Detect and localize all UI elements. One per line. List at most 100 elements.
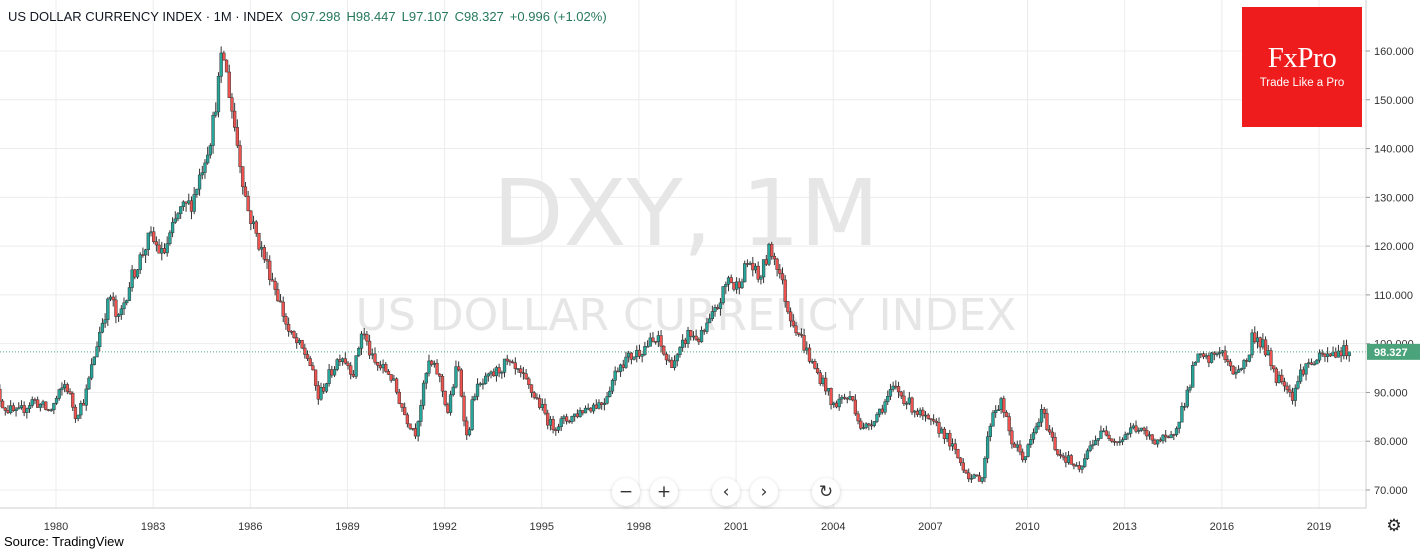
- candle: [152, 226, 156, 244]
- candle: [1309, 358, 1314, 366]
- candle-body: [1172, 434, 1176, 436]
- candle: [49, 408, 53, 412]
- candle: [481, 378, 485, 390]
- candle-body: [1142, 427, 1146, 431]
- candle-body: [405, 414, 410, 425]
- candle-body: [1226, 359, 1230, 362]
- gear-icon[interactable]: ⚙: [1386, 516, 1402, 536]
- zoom-in-button[interactable]: +: [650, 478, 678, 506]
- candle-body: [861, 427, 866, 429]
- candle: [743, 260, 747, 283]
- candle-body: [842, 396, 847, 399]
- candle-body: [116, 314, 121, 317]
- candle-body: [851, 396, 855, 401]
- candle-body: [618, 364, 623, 372]
- candle-body: [869, 424, 874, 427]
- candle: [9, 400, 13, 415]
- candle: [1123, 431, 1127, 441]
- candle: [497, 363, 501, 378]
- candle-body: [446, 404, 450, 413]
- candle-body: [686, 330, 690, 344]
- candle-body: [246, 195, 250, 212]
- candle-body: [1150, 434, 1154, 441]
- candle-body: [527, 378, 531, 385]
- candle-body: [1309, 362, 1314, 365]
- candle-body: [1034, 426, 1038, 433]
- candle: [1155, 439, 1160, 448]
- candle: [880, 404, 884, 415]
- candle-body: [173, 218, 177, 223]
- candle-body: [815, 368, 820, 374]
- candle-body: [143, 249, 148, 256]
- candle: [141, 247, 145, 258]
- candle-body: [92, 356, 96, 365]
- candle: [537, 394, 542, 410]
- candle-body: [1296, 381, 1300, 389]
- candle-body: [257, 233, 261, 250]
- candle-body: [1280, 374, 1284, 382]
- candle-body: [1334, 351, 1338, 358]
- candle-body: [942, 428, 947, 440]
- candle: [1344, 339, 1349, 360]
- candle-body: [100, 322, 105, 333]
- candle-body: [316, 385, 320, 400]
- candle: [475, 378, 480, 401]
- last-price-label: 98.327: [1374, 347, 1408, 359]
- candle: [610, 378, 615, 395]
- candle-body: [1201, 353, 1206, 358]
- candle-body: [1088, 445, 1092, 451]
- candle: [894, 380, 898, 390]
- candle-body: [152, 231, 156, 242]
- candle-body: [1266, 350, 1270, 356]
- candle-body: [675, 354, 679, 362]
- scroll-left-button[interactable]: ‹: [712, 478, 740, 506]
- candle-body: [168, 232, 172, 244]
- ohlc-values: O97.298 H98.447 L97.107 C98.327 +0.996 (+1.0…: [291, 9, 613, 24]
- candle: [845, 397, 849, 404]
- candle-body: [902, 395, 906, 404]
- candle-body: [6, 410, 10, 413]
- candle: [403, 402, 407, 416]
- candle-body: [60, 387, 64, 390]
- candle-body: [268, 260, 272, 280]
- candle: [273, 277, 277, 296]
- candle: [591, 402, 596, 414]
- candle: [896, 381, 901, 399]
- candle: [1045, 408, 1049, 432]
- candle-body: [181, 201, 186, 207]
- zoom-out-button[interactable]: −: [612, 478, 640, 506]
- candle-body: [635, 349, 639, 358]
- candle: [470, 395, 474, 431]
- candle-body: [384, 364, 388, 372]
- candle-body: [1147, 434, 1152, 437]
- candle-body: [597, 402, 601, 409]
- candle: [869, 419, 874, 430]
- candle-body: [502, 358, 507, 373]
- candle-body: [1250, 332, 1254, 356]
- candle-body: [343, 358, 347, 364]
- candle-body: [1128, 427, 1133, 434]
- candle: [146, 232, 150, 256]
- candle: [338, 354, 342, 367]
- candle: [967, 468, 971, 483]
- candle: [686, 326, 690, 349]
- candle: [389, 374, 393, 383]
- candle-body: [1344, 345, 1349, 357]
- candle: [41, 399, 45, 408]
- candle: [214, 102, 218, 118]
- candle: [567, 419, 571, 424]
- reset-chart-button[interactable]: ↻: [812, 478, 840, 506]
- scroll-right-button[interactable]: ›: [750, 478, 778, 506]
- candle-body: [710, 311, 714, 320]
- logo-tagline: Trade Like a Pro: [1259, 77, 1345, 89]
- candle: [1048, 424, 1052, 435]
- candle: [219, 46, 223, 83]
- candle-body: [238, 145, 242, 167]
- candle: [600, 401, 604, 410]
- candle-body: [130, 269, 134, 288]
- candle: [632, 356, 636, 361]
- candle-body: [761, 259, 766, 278]
- candle-body: [470, 399, 474, 430]
- candle: [1182, 402, 1187, 411]
